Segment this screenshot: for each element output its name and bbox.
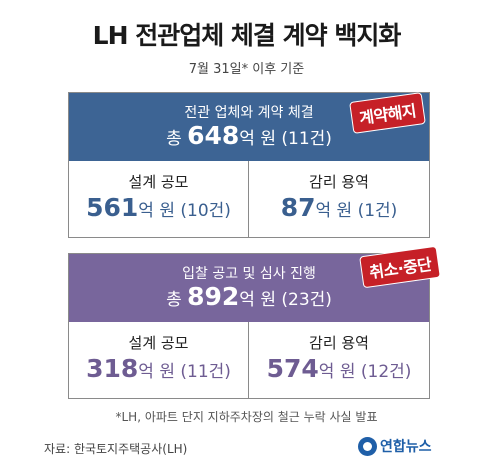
item-number: 87 <box>280 193 316 222</box>
supervision-service-cell: 감리 용역 574억 원 (12건) <box>249 322 429 398</box>
contract-signed-breakdown: 설계 공모 561억 원 (10건) 감리 용역 87억 원 (1건) <box>69 161 429 237</box>
supervision-service-cell: 감리 용역 87억 원 (1건) <box>249 161 429 237</box>
item-value: 561억 원 (10건) <box>69 193 248 222</box>
item-value: 87억 원 (1건) <box>249 193 429 222</box>
design-contest-cell: 설계 공모 561억 원 (10건) <box>69 161 249 237</box>
design-contest-cell: 설계 공모 318억 원 (11건) <box>69 322 249 398</box>
total-number: 892 <box>187 282 240 311</box>
item-suffix: 억 원 (12건) <box>318 362 412 382</box>
total-prefix: 총 <box>166 290 188 310</box>
source-credit: 자료: 한국토지주택공사(LH) <box>44 442 188 456</box>
item-value: 574억 원 (12건) <box>249 354 429 383</box>
item-label: 설계 공모 <box>128 334 189 352</box>
item-suffix: 억 원 (11건) <box>138 362 231 382</box>
item-number: 574 <box>266 354 319 383</box>
bidding-label: 입찰 공고 및 심사 진행 <box>182 266 316 282</box>
item-label: 감리 용역 <box>309 173 369 191</box>
item-number: 561 <box>86 193 139 222</box>
page-title: LH 전관업체 체결 계약 백지화 <box>92 21 402 50</box>
bidding-total: 총 892억 원 (23건) <box>69 282 429 311</box>
item-suffix: 억 원 (10건) <box>138 201 231 221</box>
item-value: 318억 원 (11건) <box>69 354 248 383</box>
yonhap-logo: 연합뉴스 <box>358 435 432 457</box>
item-label: 감리 용역 <box>309 334 369 352</box>
page-subtitle: 7월 31일* 이후 기준 <box>188 62 305 77</box>
logo-text: 연합뉴스 <box>380 439 432 455</box>
footnote: *LH, 아파트 단지 지하주차장의 철근 누락 사실 발표 <box>115 410 378 424</box>
yonhap-logo-icon <box>358 436 377 456</box>
item-label: 설계 공모 <box>128 173 189 191</box>
total-prefix: 총 <box>166 129 188 149</box>
contract-signed-label: 전관 업체와 계약 체결 <box>184 105 314 121</box>
total-suffix: 억 원 (23건) <box>239 290 332 310</box>
total-suffix: 억 원 (11건) <box>239 129 332 149</box>
total-number: 648 <box>187 121 240 150</box>
bidding-breakdown: 설계 공모 318억 원 (11건) 감리 용역 574억 원 (12건) <box>69 322 429 398</box>
item-suffix: 억 원 (1건) <box>315 201 398 221</box>
contract-signed-total: 총 648억 원 (11건) <box>69 121 429 150</box>
item-number: 318 <box>86 354 139 383</box>
